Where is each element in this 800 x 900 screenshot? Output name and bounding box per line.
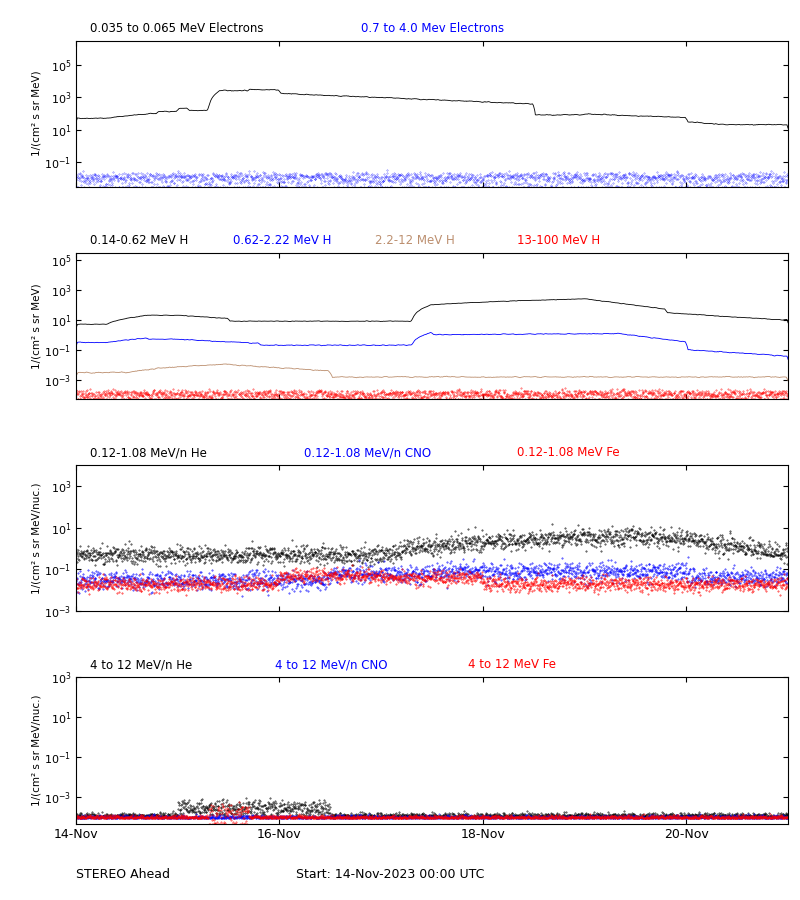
Y-axis label: 1/(cm² s sr MeV): 1/(cm² s sr MeV) bbox=[31, 284, 42, 369]
Y-axis label: 1/(cm² s sr MeV/nuc.): 1/(cm² s sr MeV/nuc.) bbox=[31, 482, 42, 594]
Text: 4 to 12 MeV/n CNO: 4 to 12 MeV/n CNO bbox=[275, 658, 388, 671]
Text: 4 to 12 MeV Fe: 4 to 12 MeV Fe bbox=[467, 658, 555, 671]
Text: 0.12-1.08 MeV Fe: 0.12-1.08 MeV Fe bbox=[518, 446, 620, 459]
Y-axis label: 1/(cm² s sr MeV): 1/(cm² s sr MeV) bbox=[31, 71, 42, 157]
Text: 13-100 MeV H: 13-100 MeV H bbox=[518, 234, 601, 247]
Text: 0.7 to 4.0 Mev Electrons: 0.7 to 4.0 Mev Electrons bbox=[361, 22, 504, 34]
Text: Start: 14-Nov-2023 00:00 UTC: Start: 14-Nov-2023 00:00 UTC bbox=[296, 868, 484, 880]
Text: 0.12-1.08 MeV/n CNO: 0.12-1.08 MeV/n CNO bbox=[304, 446, 431, 459]
Y-axis label: 1/(cm² s sr MeV/nuc.): 1/(cm² s sr MeV/nuc.) bbox=[31, 695, 42, 806]
Text: 0.12-1.08 MeV/n He: 0.12-1.08 MeV/n He bbox=[90, 446, 207, 459]
Text: 4 to 12 MeV/n He: 4 to 12 MeV/n He bbox=[90, 658, 193, 671]
Text: STEREO Ahead: STEREO Ahead bbox=[76, 868, 170, 880]
Text: 2.2-12 MeV H: 2.2-12 MeV H bbox=[375, 234, 454, 247]
Text: 0.14-0.62 MeV H: 0.14-0.62 MeV H bbox=[90, 234, 189, 247]
Text: 0.035 to 0.065 MeV Electrons: 0.035 to 0.065 MeV Electrons bbox=[90, 22, 264, 34]
Text: 0.62-2.22 MeV H: 0.62-2.22 MeV H bbox=[233, 234, 331, 247]
